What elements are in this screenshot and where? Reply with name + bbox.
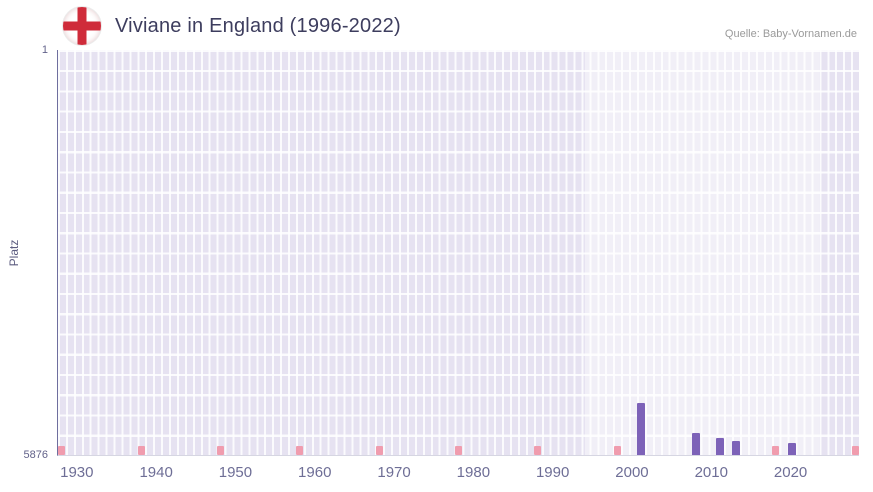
decade-marker: [534, 446, 542, 455]
rank-bar[interactable]: [787, 443, 796, 455]
flag-cross-vertical: [77, 7, 87, 45]
decade-marker: [217, 446, 225, 455]
x-axis-tick-label: 2000: [615, 464, 649, 481]
plot-area: [57, 50, 859, 456]
decade-marker: [58, 446, 66, 455]
rank-bar[interactable]: [692, 432, 701, 455]
source-credit-link[interactable]: Quelle: Baby-Vornamen.de: [724, 28, 857, 40]
x-axis-tick-label: 1970: [377, 464, 411, 481]
plot-band-highlight: [585, 50, 820, 455]
x-axis-tick-label: 1940: [139, 464, 173, 481]
decade-marker: [137, 446, 145, 455]
x-axis-tick-label: 2010: [694, 464, 728, 481]
x-axis-tick-label: 1990: [535, 464, 570, 481]
decade-marker: [772, 446, 780, 455]
rank-bar[interactable]: [716, 437, 725, 455]
y-axis-title: Platz: [7, 239, 21, 267]
x-axis-tick-label: 1930: [60, 464, 94, 481]
chart-title: Viviane in England (1996-2022): [115, 15, 401, 37]
y-axis-tick-bottom: 5876: [23, 449, 48, 461]
decade-marker: [375, 446, 383, 455]
rank-bar[interactable]: [636, 402, 645, 455]
x-axis-tick-label: 1960: [298, 464, 332, 481]
x-axis-labels: 1930 1940 1950 1960 1970 1980 1990 2000 2010 2020: [57, 464, 858, 488]
decade-marker: [613, 446, 621, 455]
decade-marker: [296, 446, 304, 455]
decade-marker: [455, 446, 462, 455]
x-axis-tick-label: 1950: [218, 464, 253, 481]
decade-marker: [851, 446, 859, 455]
x-axis-tick-label: 1980: [456, 464, 491, 481]
england-flag-icon: [63, 7, 101, 45]
x-axis-tick-label: 2020: [773, 464, 808, 481]
y-axis-tick-top: 1: [41, 44, 48, 56]
rank-bar[interactable]: [732, 440, 741, 455]
